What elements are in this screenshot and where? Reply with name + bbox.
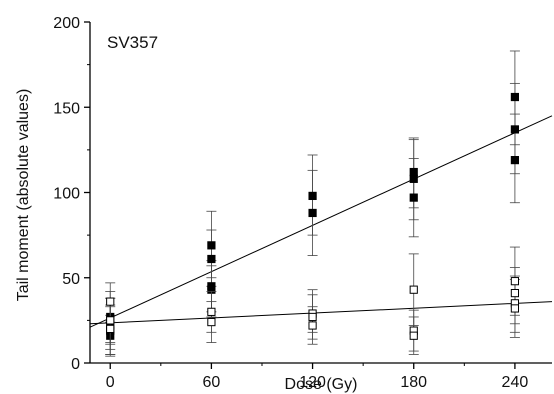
data-point-filled bbox=[207, 254, 216, 264]
y-tick-label: 50 bbox=[62, 271, 80, 288]
data-point-open bbox=[207, 317, 216, 327]
plot-area bbox=[89, 50, 553, 357]
data-point-open bbox=[106, 297, 115, 306]
y-axis-title: Tail moment (absolute values) bbox=[15, 89, 32, 302]
x-tick-label: 180 bbox=[400, 374, 427, 391]
y-tick-label: 200 bbox=[53, 15, 80, 32]
data-point-open bbox=[308, 321, 317, 330]
data-point-open bbox=[207, 307, 216, 316]
data-point-filled bbox=[308, 208, 317, 218]
data-point-open bbox=[409, 285, 418, 294]
data-point-filled bbox=[510, 92, 520, 102]
axes: 0 50 100 150 200 0 60 120 180 240 bbox=[53, 15, 552, 391]
data-point-filled bbox=[308, 191, 317, 201]
fit-line bbox=[89, 301, 553, 325]
data-point-open bbox=[106, 324, 115, 333]
data-point-open bbox=[409, 331, 418, 340]
x-tick-label: 120 bbox=[299, 374, 326, 391]
x-axis-title: Dose (Gy) bbox=[285, 376, 358, 393]
data-point-open bbox=[308, 312, 317, 322]
x-tick-label: 60 bbox=[203, 374, 221, 391]
data-point-filled bbox=[510, 125, 520, 134]
data-point-filled bbox=[510, 156, 520, 165]
fit-line bbox=[89, 115, 553, 328]
data-point-open bbox=[106, 316, 115, 325]
data-point-open bbox=[510, 277, 520, 286]
data-point-open bbox=[510, 304, 520, 313]
y-tick-label: 100 bbox=[53, 186, 80, 203]
data-point-open bbox=[510, 288, 520, 298]
data-point-filled bbox=[207, 241, 216, 250]
x-tick-label: 0 bbox=[106, 374, 115, 391]
chart-annotation: SV357 bbox=[107, 33, 158, 52]
data-point-filled bbox=[409, 174, 418, 183]
y-tick-label: 150 bbox=[53, 100, 80, 117]
data-point-filled bbox=[409, 193, 418, 202]
y-tick-label: 0 bbox=[71, 356, 80, 373]
x-tick-label: 240 bbox=[502, 374, 529, 391]
data-point-filled bbox=[409, 167, 418, 177]
